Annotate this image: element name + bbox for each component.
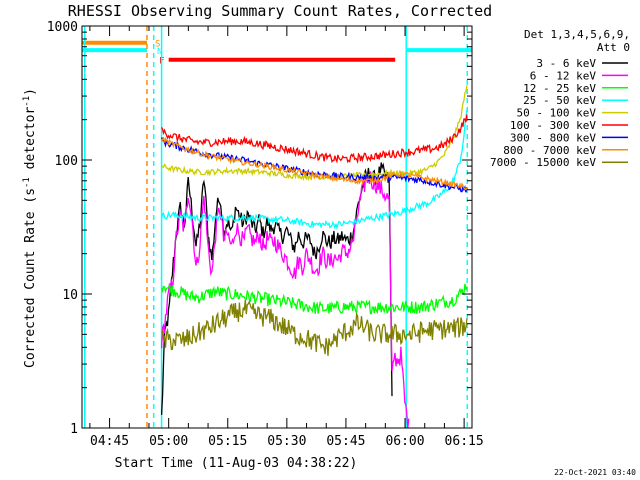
x-tick-label-4: 05:45	[326, 434, 365, 449]
x-axis-ticks: 04:45 05:00 05:15 05:30 05:45 06:00 06:15	[89, 26, 484, 449]
y-tick-label-2: 100	[55, 154, 78, 169]
series-line-7	[161, 136, 468, 191]
y-tick-label-0: 1	[70, 422, 78, 437]
series-line-8	[161, 300, 468, 356]
legend-label-0: 3 - 6 keV	[536, 57, 596, 70]
legend-label-6: 300 - 800 keV	[510, 131, 596, 144]
x-tick-label-2: 05:15	[208, 434, 247, 449]
flag-bars: SNF	[82, 40, 472, 67]
vertical-markers	[84, 26, 469, 428]
x-tick-label-0: 04:45	[90, 434, 129, 449]
series-line-3	[160, 109, 468, 231]
timestamp: 22-Oct-2021 03:40	[554, 468, 636, 477]
legend-label-8: 7000 - 15000 keV	[490, 156, 596, 169]
series-lines	[160, 85, 468, 429]
flag-label-saa: S	[155, 40, 160, 50]
x-tick-label-1: 05:00	[149, 434, 188, 449]
y-axis-title-end: )	[23, 88, 38, 96]
legend-label-4: 50 - 100 keV	[517, 107, 597, 120]
flag-label-night: N	[157, 47, 162, 57]
legend-subheader: Att 0	[597, 41, 630, 54]
x-axis-title: Start Time (11-Aug-03 04:38:22)	[115, 456, 358, 471]
legend-label-5: 100 - 300 keV	[510, 119, 596, 132]
y-axis-title: Corrected Count Rate (s-1 detector-1)	[22, 88, 38, 368]
y-axis-title-sup2: -1	[22, 96, 32, 107]
legend-label-3: 25 - 50 keV	[523, 94, 596, 107]
chart-title: RHESSI Observing Summary Count Rates, Co…	[68, 2, 492, 20]
y-axis-title-sup1: -1	[22, 177, 32, 188]
x-tick-label-6: 06:15	[445, 434, 484, 449]
series-line-5	[161, 114, 468, 165]
series-line-2	[160, 282, 468, 315]
series-line-1	[160, 171, 410, 429]
y-tick-label-3: 1000	[47, 20, 78, 35]
y-tick-label-1: 10	[62, 288, 78, 303]
legend-label-2: 12 - 25 keV	[523, 82, 596, 95]
series-line-6	[160, 137, 468, 193]
y-axis-title-mid: detector	[23, 107, 38, 178]
plot-frame	[81, 25, 473, 429]
x-tick-label-5: 06:00	[385, 434, 424, 449]
y-axis-title-main: Corrected Count Rate (s	[23, 188, 38, 368]
legend-label-1: 6 - 12 keV	[530, 69, 597, 82]
y-axis-ticks: 1 10 100 1000	[47, 20, 472, 437]
legend-header: Det 1,3,4,5,6,9,	[524, 28, 630, 41]
legend-label-7: 800 - 7000 keV	[503, 144, 596, 157]
x-tick-label-3: 05:30	[267, 434, 306, 449]
